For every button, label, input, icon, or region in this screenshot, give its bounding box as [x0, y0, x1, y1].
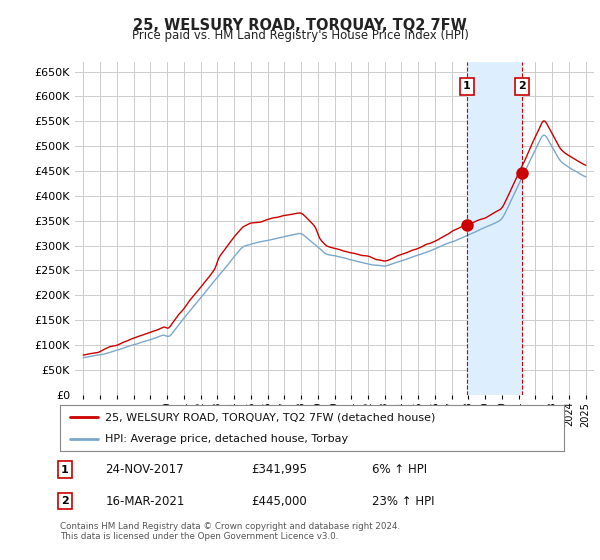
Text: 1: 1: [463, 81, 470, 91]
Text: 16-MAR-2021: 16-MAR-2021: [106, 494, 185, 507]
Text: 6% ↑ HPI: 6% ↑ HPI: [373, 463, 428, 476]
Text: Contains HM Land Registry data © Crown copyright and database right 2024.
This d: Contains HM Land Registry data © Crown c…: [60, 522, 400, 542]
Text: £341,995: £341,995: [251, 463, 308, 476]
Text: 2: 2: [518, 81, 526, 91]
Text: Price paid vs. HM Land Registry's House Price Index (HPI): Price paid vs. HM Land Registry's House …: [131, 29, 469, 42]
Text: 25, WELSURY ROAD, TORQUAY, TQ2 7FW (detached house): 25, WELSURY ROAD, TORQUAY, TQ2 7FW (deta…: [106, 412, 436, 422]
Text: HPI: Average price, detached house, Torbay: HPI: Average price, detached house, Torb…: [106, 435, 349, 444]
Text: 24-NOV-2017: 24-NOV-2017: [106, 463, 184, 476]
Text: 2: 2: [61, 496, 69, 506]
Text: £445,000: £445,000: [251, 494, 307, 507]
Text: 25, WELSURY ROAD, TORQUAY, TQ2 7FW: 25, WELSURY ROAD, TORQUAY, TQ2 7FW: [133, 18, 467, 33]
Text: 1: 1: [61, 465, 69, 475]
Text: 23% ↑ HPI: 23% ↑ HPI: [373, 494, 435, 507]
Bar: [467, 62, 522, 395]
